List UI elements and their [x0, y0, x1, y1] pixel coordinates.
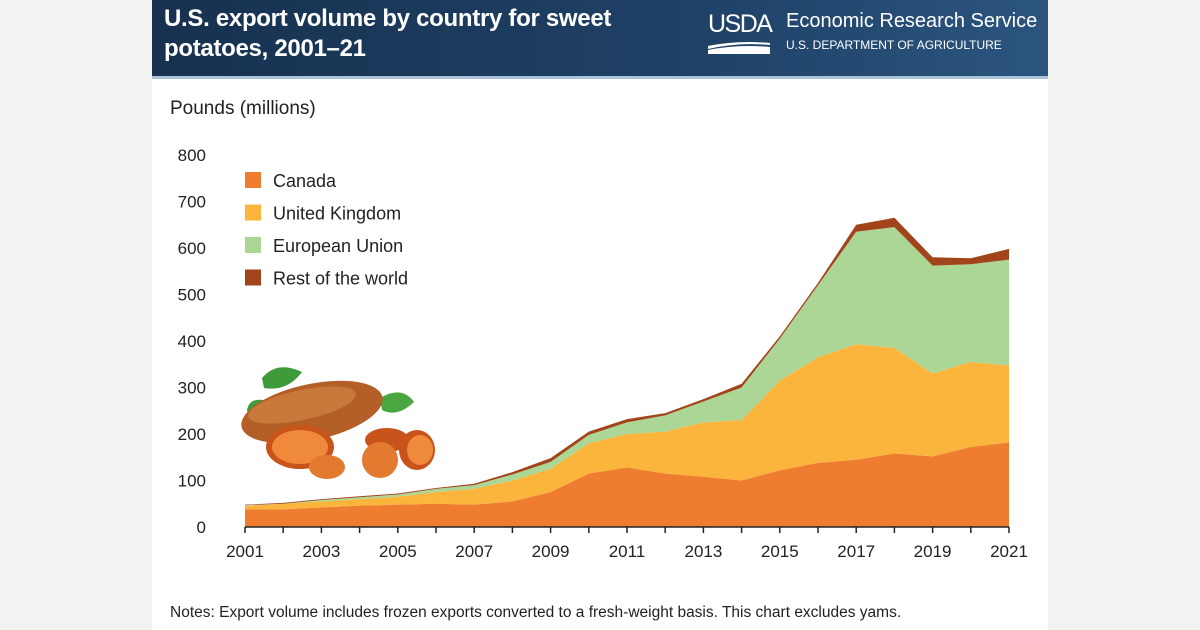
x-tick-label: 2003 [302, 542, 340, 561]
x-tick-label: 2013 [684, 542, 722, 561]
chart-notes: Notes: Export volume includes frozen exp… [170, 604, 902, 621]
y-tick-label: 200 [178, 425, 206, 444]
y-tick-label: 700 [178, 193, 206, 212]
area-united-kingdom [245, 344, 1009, 510]
x-tick-label: 2011 [609, 542, 646, 561]
x-tick-label: 2021 [990, 542, 1028, 561]
x-tick-label: 2009 [532, 542, 570, 561]
area-chart: 0 100 200 300 400 500 600 700 800 2001 2003 2005 200… [178, 146, 1028, 561]
y-tick-label: 300 [178, 379, 206, 398]
legend-label: United Kingdom [273, 204, 401, 224]
x-tick-label: 2007 [455, 542, 493, 561]
chart-frame: U.S. export volume by country for sweet … [152, 0, 1048, 630]
usda-logo: USDA [708, 10, 773, 38]
legend-label: Rest of the world [273, 269, 408, 289]
y-tick-label: 0 [197, 518, 206, 537]
legend-swatch [245, 237, 261, 253]
agency-name: Economic Research Service [786, 10, 1038, 32]
area-canada [245, 442, 1009, 527]
area-european-union [245, 227, 1009, 507]
usda-logo-swoosh-icon [708, 42, 770, 54]
legend-swatch [245, 172, 261, 188]
department-name: U.S. DEPARTMENT OF AGRICULTURE [786, 38, 1002, 52]
y-tick-label: 600 [178, 239, 206, 258]
y-tick-label: 500 [178, 286, 206, 305]
y-tick-label: 400 [178, 332, 206, 351]
header-banner: U.S. export volume by country for sweet … [152, 0, 1048, 79]
y-axis-label: Pounds (millions) [170, 98, 316, 119]
legend-label: Canada [273, 171, 337, 191]
legend-label: European Union [273, 236, 403, 256]
sweet-potato-illustration [241, 367, 435, 479]
x-tick-label: 2017 [837, 542, 875, 561]
y-tick-label: 100 [178, 472, 206, 491]
x-tick-label: 2001 [226, 542, 264, 561]
x-tick-label: 2019 [914, 542, 952, 561]
legend-swatch [245, 269, 261, 286]
y-tick-label: 800 [178, 146, 206, 165]
x-tick-label: 2015 [761, 542, 799, 561]
chart-title: U.S. export volume by country for sweet … [164, 5, 612, 62]
legend-swatch [245, 204, 261, 221]
x-tick-label: 2005 [379, 542, 417, 561]
